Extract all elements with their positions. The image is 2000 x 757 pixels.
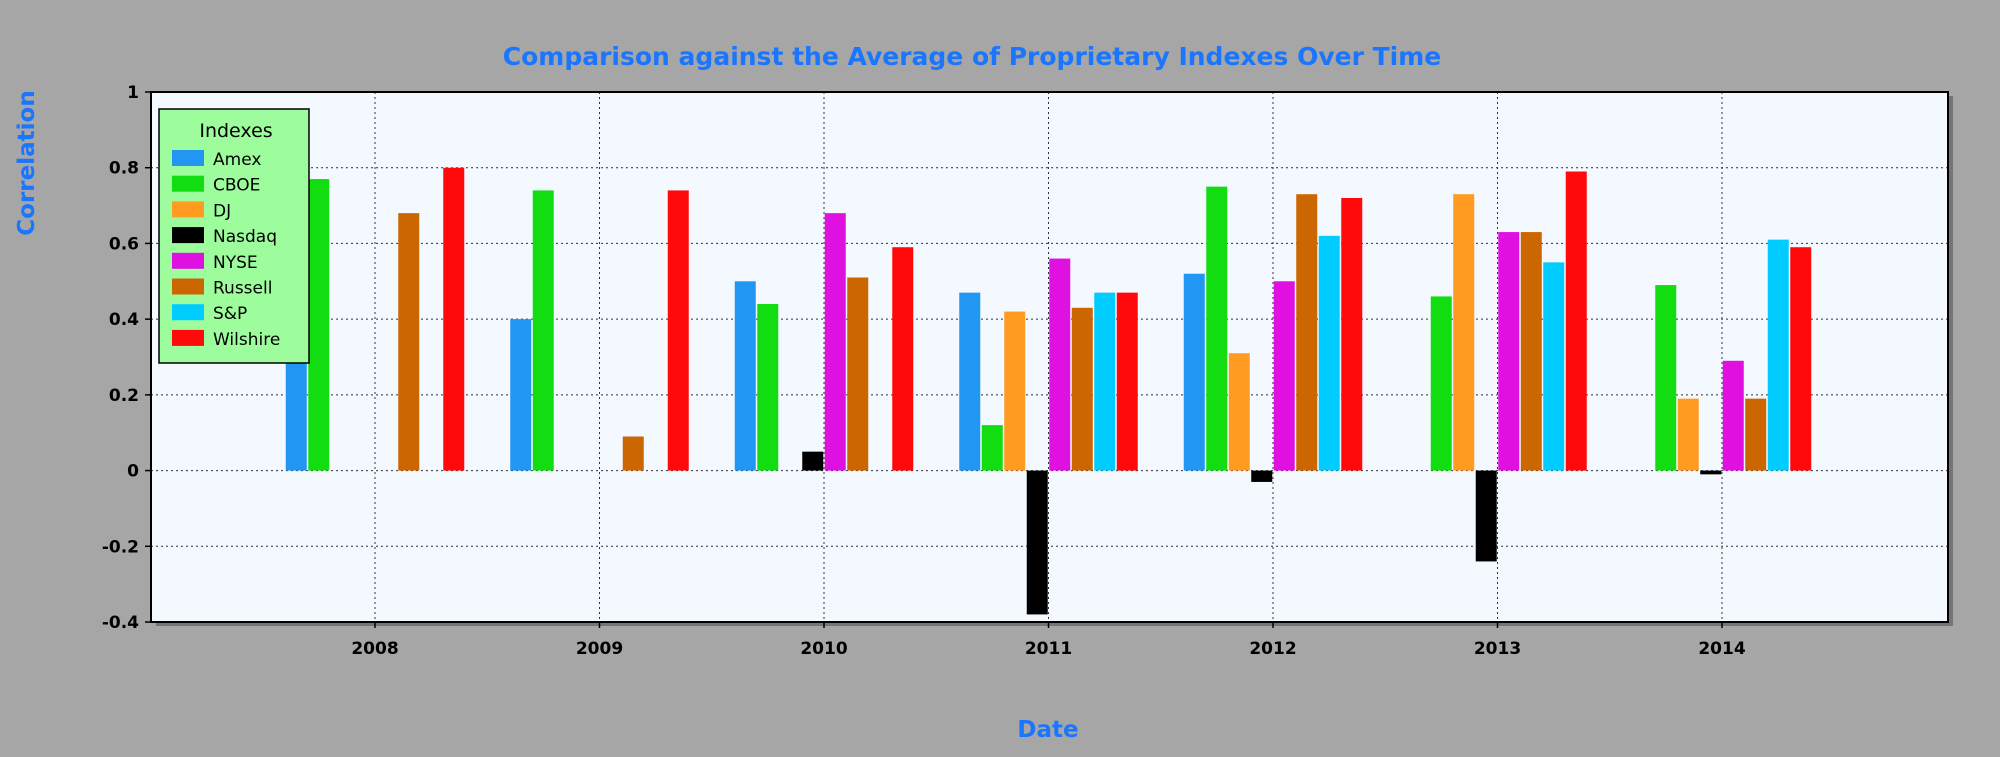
bar-dj-2013 [1453,194,1475,471]
bar-russell-2008 [398,213,420,471]
bar-russell-2012 [1296,194,1318,471]
legend-label: Wilshire [213,330,280,350]
y-tick-label: -0.4 [102,613,139,633]
bar-cboe-2013 [1430,296,1452,471]
bar-s-p-2013 [1543,262,1565,471]
plot-border [150,91,1949,623]
x-tick-label: 2013 [1474,639,1521,659]
legend-label: Russell [213,279,272,299]
bar-nasdaq-2013 [1475,470,1497,562]
x-tick-label: 2009 [576,639,623,659]
legend: Indexes Amex CBOE DJ Nasdaq NYSE Russell S&P Wi… [158,108,310,364]
bar-nyse-2010 [824,213,846,471]
ticks: 1 0.8 0.6 0.4 0.2 0 -0.2 -0.4 2008 2009 2010 2011 20… [102,83,1746,659]
bar-nasdaq-2010 [802,451,824,471]
bar-cboe-2008 [308,179,330,471]
bar-wilshire-2008 [443,167,465,471]
legend-label: NYSE [213,253,258,273]
bar-russell-2011 [1071,307,1093,471]
bar-s-p-2012 [1318,235,1340,471]
bar-dj-2011 [1004,311,1026,471]
y-tick-label: 0.4 [109,310,139,330]
legend-swatch [172,329,204,346]
bar-amex-2011 [959,292,981,471]
bar-russell-2014 [1745,398,1767,471]
bar-amex-2008 [285,345,307,471]
bar-wilshire-2009 [667,190,689,471]
x-tick-label: 2014 [1698,639,1745,659]
y-tick-label: 0.6 [109,234,139,254]
bar-cboe-2011 [981,425,1003,471]
bar-cboe-2012 [1206,186,1228,471]
bar-s-p-2011 [1094,292,1116,471]
bar-cboe-2014 [1655,285,1677,471]
bar-nyse-2011 [1049,258,1071,471]
y-tick-label: 1 [127,83,139,103]
bar-nyse-2013 [1498,232,1520,471]
bar-russell-2013 [1520,232,1542,471]
legend-label: CBOE [213,176,260,196]
legend-label: Nasdaq [213,227,277,247]
grid [151,92,1948,622]
bar-amex-2009 [510,319,532,471]
x-axis-title: Date [1017,717,1078,743]
bar-wilshire-2010 [892,247,914,471]
legend-swatch [172,278,204,295]
bar-dj-2012 [1228,353,1250,471]
bars [285,167,1812,615]
legend-swatch [172,175,204,192]
x-tick-label: 2012 [1249,639,1296,659]
bar-cboe-2009 [532,190,554,471]
legend-swatch [172,150,204,166]
bar-wilshire-2013 [1565,171,1587,471]
legend-items: Amex CBOE DJ Nasdaq NYSE Russell S&P Wilshire [172,150,280,350]
bar-cboe-2010 [757,304,779,471]
bar-nasdaq-2014 [1700,470,1722,475]
x-tick-label: 2011 [1025,639,1072,659]
bar-nyse-2014 [1722,360,1744,471]
bar-nasdaq-2011 [1026,470,1048,615]
x-tick-label: 2010 [800,639,847,659]
bar-nasdaq-2012 [1251,470,1273,482]
y-tick-label: 0.8 [109,159,139,179]
legend-label: S&P [213,304,247,324]
legend-swatch [172,201,204,218]
bar-wilshire-2012 [1341,198,1363,471]
legend-label: DJ [213,201,231,221]
bar-dj-2014 [1677,398,1699,471]
bar-nyse-2012 [1273,281,1295,471]
bar-s-p-2014 [1767,239,1789,471]
legend-swatch [172,227,204,244]
y-axis-title: Correlation [14,90,40,235]
chart-title: Comparison against the Average of Propri… [503,42,1441,71]
legend-title: Indexes [199,120,272,142]
legend-label: Amex [213,150,261,170]
legend-swatch [172,304,204,321]
bar-wilshire-2011 [1116,292,1138,471]
bar-russell-2010 [847,277,869,471]
bar-wilshire-2014 [1790,247,1812,471]
y-tick-label: 0 [127,462,139,482]
bar-amex-2010 [734,281,756,471]
bar-amex-2012 [1183,273,1205,471]
legend-swatch [172,252,204,269]
y-tick-label: 0.2 [109,386,139,406]
y-tick-label: -0.2 [102,537,139,557]
bar-russell-2009 [622,436,644,471]
x-tick-label: 2008 [351,639,398,659]
